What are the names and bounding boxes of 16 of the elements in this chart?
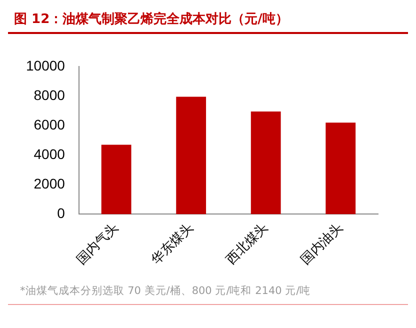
y-tick-label: 10000 — [26, 57, 66, 74]
bar — [176, 96, 206, 214]
bar — [326, 122, 356, 214]
bar — [101, 144, 132, 214]
y-tick-label: 8000 — [34, 86, 66, 103]
y-tick-label: 4000 — [34, 146, 66, 162]
y-tick-label: 6000 — [34, 116, 66, 132]
chart-title: 图 12：油煤气制聚乙烯完全成本对比（元/吨） — [8, 8, 408, 34]
x-tick-label: 西北煤头 — [224, 220, 272, 268]
bar — [250, 111, 281, 214]
x-tick-label: 华东煤头 — [148, 220, 196, 268]
x-tick-label: 国内气头 — [74, 220, 122, 268]
y-tick-label: 2000 — [34, 176, 66, 192]
y-tick-label: 0 — [57, 205, 66, 222]
x-tick-label: 国内油头 — [298, 220, 346, 268]
text: *油煤气成本分别选取 70 美元/桶、800 元/吨和 2140 元/吨 — [20, 284, 312, 299]
